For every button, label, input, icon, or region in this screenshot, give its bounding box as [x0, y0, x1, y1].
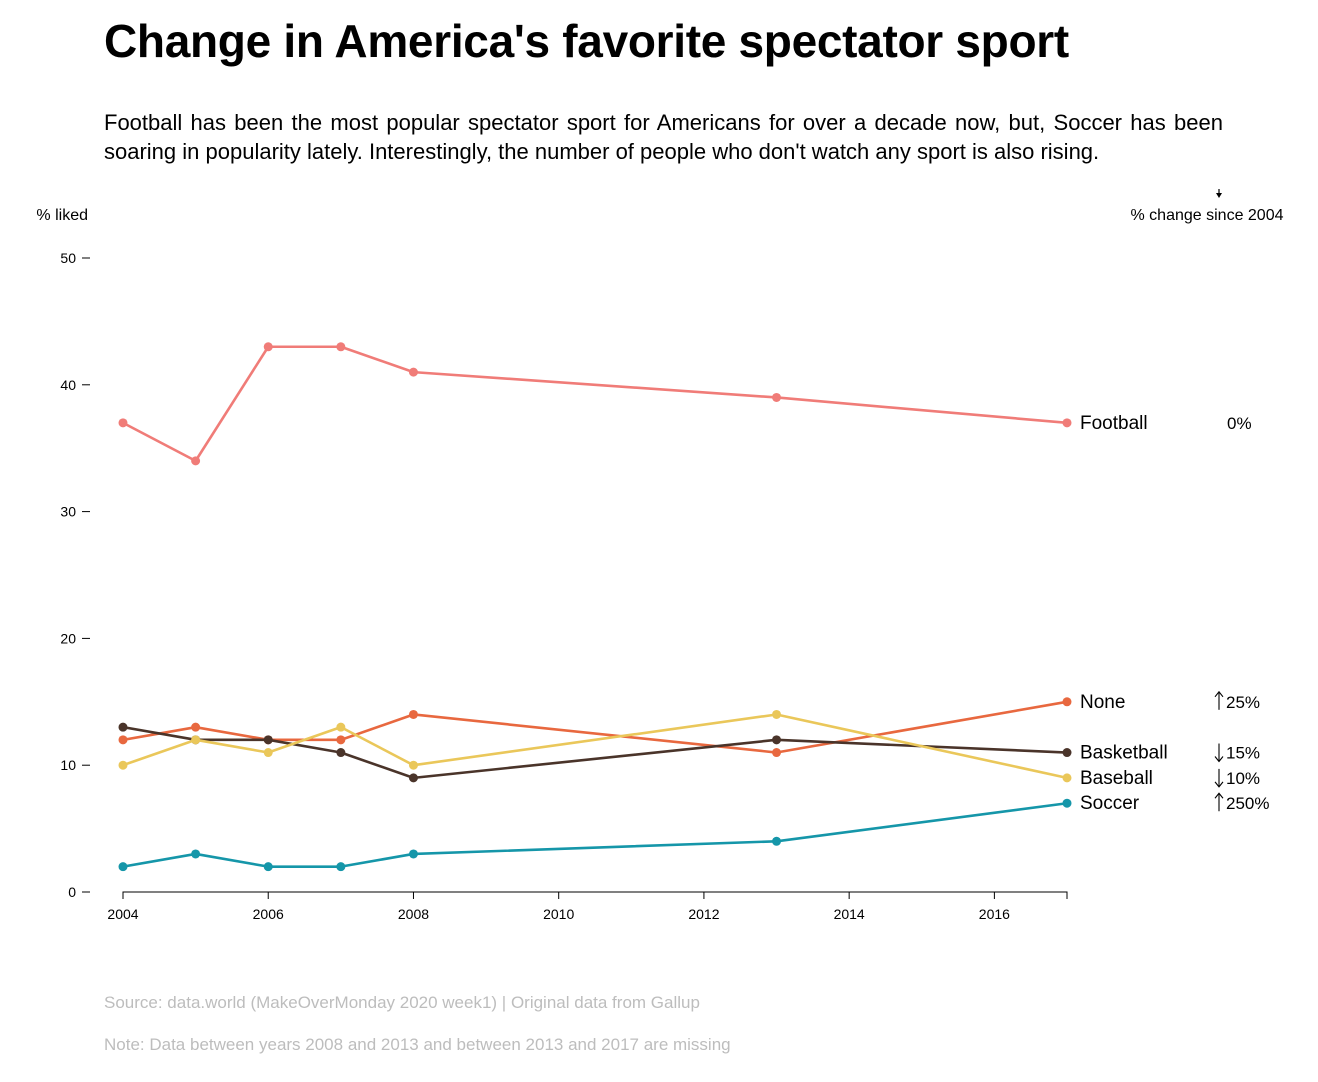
series-label-baseball: Baseball [1080, 768, 1153, 789]
data-point-soccer [263, 862, 273, 872]
series-line-soccer [121, 801, 1069, 868]
series-labels: % change since 2004 Football 0% None 25% Bask… [1080, 189, 1284, 814]
data-point-baseball [263, 748, 273, 758]
down-arrow-icon [1214, 756, 1224, 763]
data-point-none [118, 735, 128, 745]
y-tick-label: 40 [60, 377, 76, 393]
missing-data-note: Note: Data between years 2008 and 2013 a… [104, 1035, 731, 1054]
y-tick-label: 0 [68, 884, 76, 900]
x-tick-label: 2016 [979, 906, 1010, 922]
down-arrow-icon [1216, 193, 1222, 198]
up-arrow-icon [1214, 690, 1224, 698]
source-note: Source: data.world (MakeOverMonday 2020 … [104, 993, 700, 1012]
series-label-none: None [1080, 692, 1125, 713]
x-axis-line [122, 891, 1068, 899]
data-point-football [408, 367, 418, 377]
data-point-soccer [1062, 798, 1072, 808]
data-point-baseball [191, 735, 201, 745]
series-lines [118, 342, 1072, 872]
data-point-football [772, 392, 782, 402]
data-point-none [408, 709, 418, 719]
y-tick-label: 20 [60, 630, 76, 646]
data-point-football [336, 342, 346, 352]
data-point-baseball [772, 709, 782, 719]
change-value-baseball: 10% [1226, 769, 1260, 788]
down-arrow-icon [1214, 781, 1224, 788]
change-value-football: 0% [1227, 414, 1252, 433]
series-line-baseball [121, 713, 1069, 780]
data-point-baseball [336, 722, 346, 732]
x-tick-label: 2008 [398, 906, 429, 922]
data-point-baseball [408, 760, 418, 770]
data-point-football [1062, 418, 1072, 428]
data-point-soccer [118, 862, 128, 872]
data-point-soccer [336, 862, 346, 872]
data-point-basketball [118, 722, 128, 732]
y-tick-label: 50 [60, 250, 76, 266]
data-point-basketball [408, 773, 418, 783]
data-point-none [772, 748, 782, 758]
data-point-soccer [772, 836, 782, 846]
data-point-none [336, 735, 346, 745]
y-tick-label: 30 [60, 504, 76, 520]
data-point-soccer [191, 849, 201, 859]
change-value-basketball: 15% [1226, 744, 1260, 763]
change-column-label: % change since 2004 [1131, 207, 1284, 224]
data-point-football [191, 456, 201, 466]
data-point-baseball [1062, 773, 1072, 783]
y-tick-label: 10 [60, 757, 76, 773]
chart-subtitle: Football has been the most popular spect… [104, 110, 1223, 164]
data-point-basketball [263, 735, 273, 745]
data-point-none [191, 722, 201, 732]
series-line-none [121, 700, 1069, 754]
series-label-basketball: Basketball [1080, 743, 1168, 764]
change-value-none: 25% [1226, 693, 1260, 712]
x-tick-label: 2014 [834, 906, 865, 922]
data-point-basketball [772, 735, 782, 745]
data-point-baseball [118, 760, 128, 770]
series-line-football [121, 345, 1069, 463]
up-arrow-icon [1214, 792, 1224, 799]
data-point-basketball [1062, 748, 1072, 758]
y-axis-label: % liked [36, 207, 88, 224]
data-point-basketball [336, 748, 346, 758]
chart-title: Change in America's favorite spectator s… [104, 15, 1069, 67]
x-tick-label: 2006 [253, 906, 284, 922]
change-value-soccer: 250% [1226, 794, 1269, 813]
data-point-football [263, 342, 273, 352]
x-tick-label: 2012 [688, 906, 719, 922]
x-axis: 2004 2006 2008 2010 2012 2014 2016 [107, 891, 1068, 922]
series-label-soccer: Soccer [1080, 793, 1140, 814]
y-axis: 0 10 20 30 40 50 % liked [36, 207, 90, 900]
x-tick-label: 2010 [543, 906, 574, 922]
data-point-none [1062, 697, 1072, 707]
data-point-soccer [408, 849, 418, 859]
data-point-football [118, 418, 128, 428]
series-label-football: Football [1080, 413, 1148, 434]
x-tick-label: 2004 [107, 906, 138, 922]
